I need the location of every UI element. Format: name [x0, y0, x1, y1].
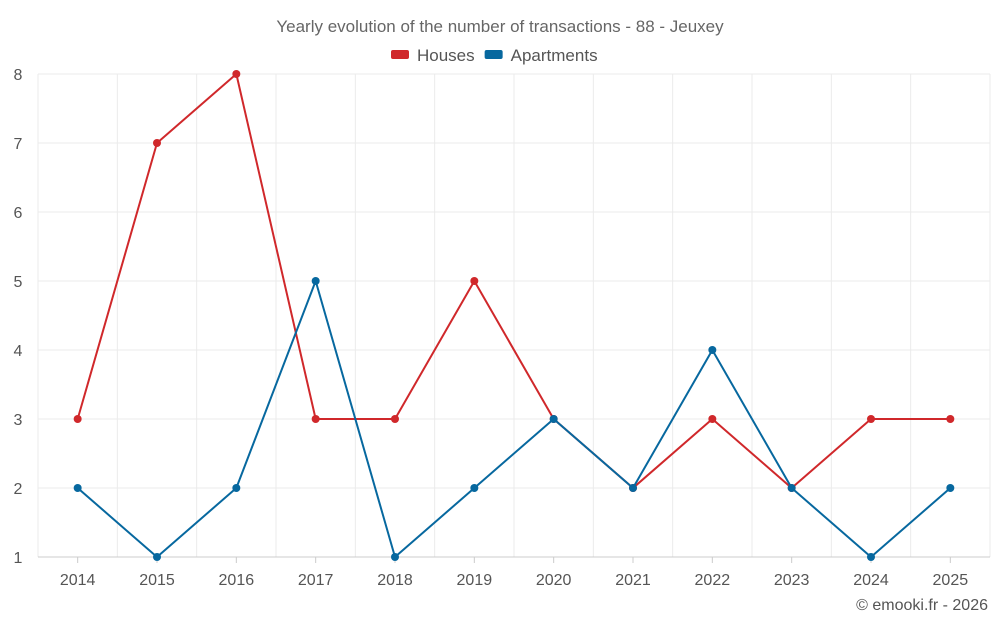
- y-tick-label: 5: [14, 274, 23, 291]
- y-tick-label: 7: [14, 136, 23, 153]
- legend-swatch-apartments: [484, 50, 503, 59]
- legend-label-apartments: Apartments: [511, 46, 598, 65]
- legend-swatch-houses: [391, 50, 409, 59]
- y-tick-label: 3: [14, 412, 23, 429]
- data-point-apartments: [153, 553, 161, 561]
- data-point-apartments: [867, 553, 875, 561]
- data-point-apartments: [470, 484, 479, 492]
- y-tick-label: 1: [14, 550, 23, 567]
- data-point-apartments: [629, 484, 637, 492]
- x-tick-label: 2014: [60, 572, 96, 589]
- data-point-houses: [470, 277, 479, 285]
- data-point-houses: [73, 415, 82, 423]
- chart-title: Yearly evolution of the number of transa…: [276, 17, 724, 36]
- data-point-houses: [946, 415, 955, 423]
- data-point-houses: [232, 70, 241, 78]
- data-point-houses: [311, 415, 320, 423]
- y-tick-label: 2: [14, 481, 23, 498]
- data-point-apartments: [232, 484, 241, 492]
- x-tick-label: 2017: [298, 572, 334, 589]
- data-point-houses: [867, 415, 875, 423]
- data-point-apartments: [946, 484, 955, 492]
- data-point-apartments: [73, 484, 82, 492]
- axes: 1 2 3 4 5 6 7 8 2014 2015 2016 2017 2018 2019 2020 2021…: [14, 67, 990, 589]
- data-point-apartments: [708, 346, 717, 354]
- x-tick-label: 2022: [695, 572, 731, 589]
- x-tick-label: 2020: [536, 572, 572, 589]
- series-line-houses: [76, 73, 951, 489]
- y-tick-label: 8: [14, 67, 23, 84]
- x-tick-label: 2015: [139, 572, 175, 589]
- grid: [37, 73, 991, 557]
- x-tick-label: 2016: [219, 572, 255, 589]
- data-point-apartments: [391, 553, 399, 561]
- x-tick-label: 2023: [774, 572, 810, 589]
- data-point-apartments: [311, 277, 320, 285]
- series-line-apartments: [77, 280, 951, 558]
- x-tick-label: 2021: [615, 572, 651, 589]
- legend-label-houses: Houses: [417, 46, 475, 65]
- x-tick-label: 2019: [457, 572, 493, 589]
- x-tick-label: 2024: [853, 572, 889, 589]
- data-point-houses: [708, 415, 717, 423]
- data-point-houses: [153, 139, 161, 147]
- x-tick-label: 2025: [933, 572, 969, 589]
- data-point-houses: [391, 415, 399, 423]
- credit-text: © emooki.fr - 2026: [856, 597, 988, 614]
- y-tick-label: 4: [14, 343, 23, 360]
- legend: Houses Apartments: [391, 46, 598, 65]
- y-tick-label: 6: [14, 205, 23, 222]
- x-tick-label: 2018: [377, 572, 413, 589]
- series-group: [73, 70, 955, 561]
- data-point-apartments: [787, 484, 796, 492]
- data-point-apartments: [549, 415, 558, 423]
